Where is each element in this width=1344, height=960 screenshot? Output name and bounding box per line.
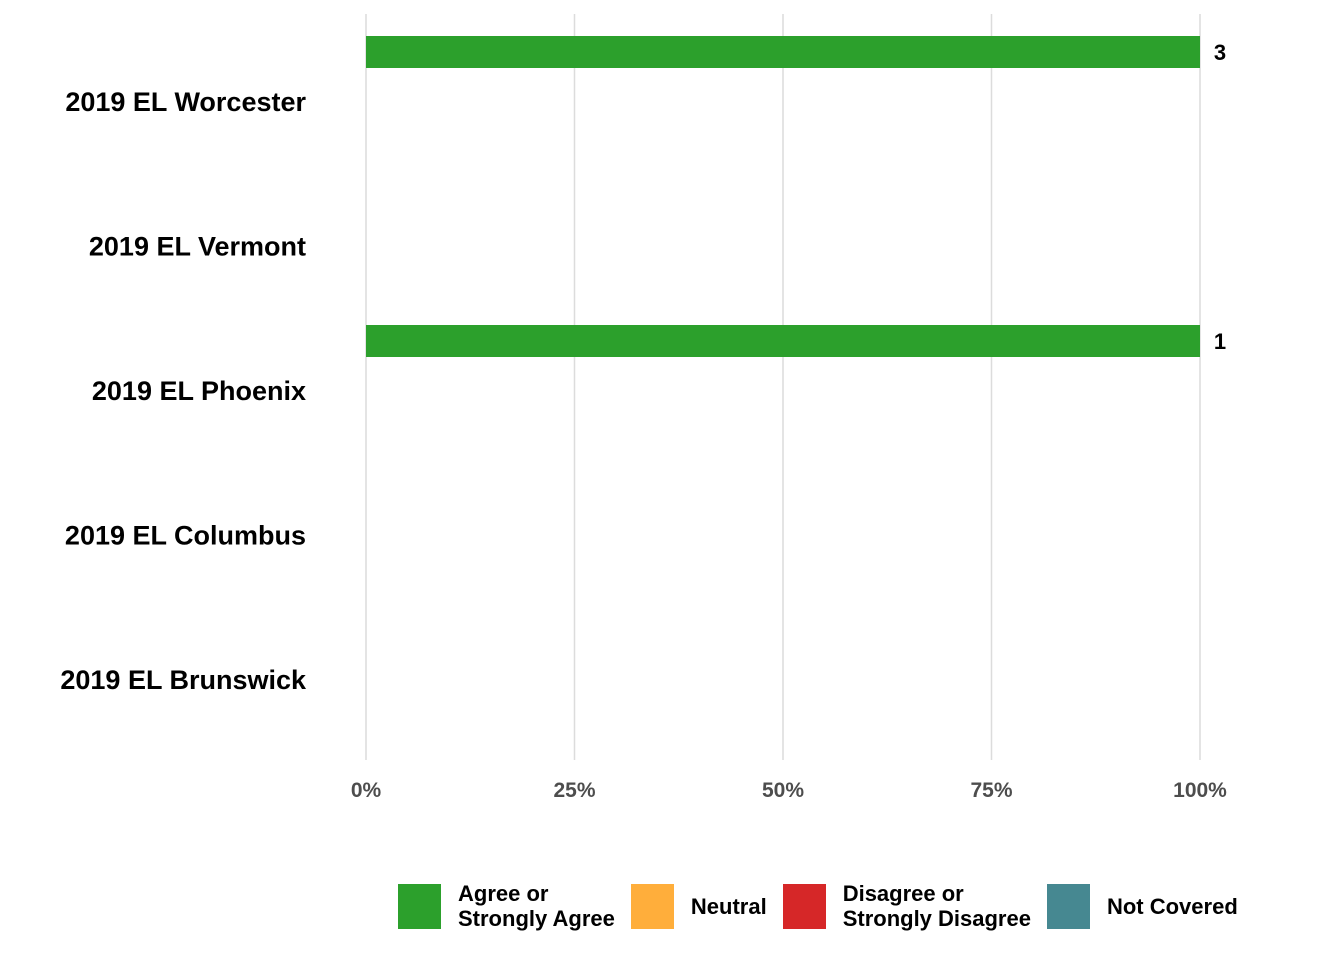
legend-label: Neutral — [690, 893, 767, 919]
bars — [366, 36, 1200, 357]
x-tick-label: 50% — [762, 779, 804, 802]
x-tick-label: 100% — [1173, 779, 1227, 802]
data-label: 3 — [1214, 40, 1226, 65]
legend-label: Not Covered — [1106, 893, 1238, 919]
legend-label: Disagree or Strongly Disagree — [842, 881, 1031, 931]
category-label: 2019 EL Columbus — [65, 521, 306, 551]
data-labels: 31 — [1214, 40, 1226, 354]
legend-swatch — [1046, 883, 1090, 929]
legend-item: Disagree or Strongly Disagree — [782, 881, 1031, 931]
bar — [366, 325, 1200, 357]
bar — [366, 36, 1200, 68]
category-label: 2019 EL Brunswick — [60, 665, 307, 695]
x-axis-ticks: 0% 25% 50% 75% 100% — [351, 779, 1227, 802]
x-tick-label: 25% — [553, 779, 595, 802]
x-tick-label: 0% — [351, 779, 382, 802]
legend-swatch — [782, 883, 826, 929]
legend-swatch — [630, 883, 674, 929]
bar-chart: 2019 EL Worcester 2019 EL Vermont 2019 EL … — [60, 14, 1227, 802]
legend-swatch — [398, 883, 441, 929]
legend-item: Neutral — [630, 883, 767, 929]
category-labels: 2019 EL Worcester 2019 EL Vermont 2019 EL … — [60, 87, 307, 695]
category-label: 2019 EL Worcester — [65, 87, 306, 117]
legend: Agree or Strongly Agree Neutral Disagree o… — [398, 880, 1254, 932]
category-label: 2019 EL Phoenix — [92, 376, 306, 406]
legend-item: Agree or Strongly Agree — [398, 881, 615, 931]
data-label: 1 — [1214, 329, 1226, 354]
legend-item: Not Covered — [1046, 883, 1238, 929]
gridlines — [365, 14, 1201, 760]
category-label: 2019 EL Vermont — [89, 232, 306, 262]
legend-label: Agree or Strongly Agree — [458, 881, 615, 931]
x-tick-label: 75% — [970, 779, 1012, 802]
